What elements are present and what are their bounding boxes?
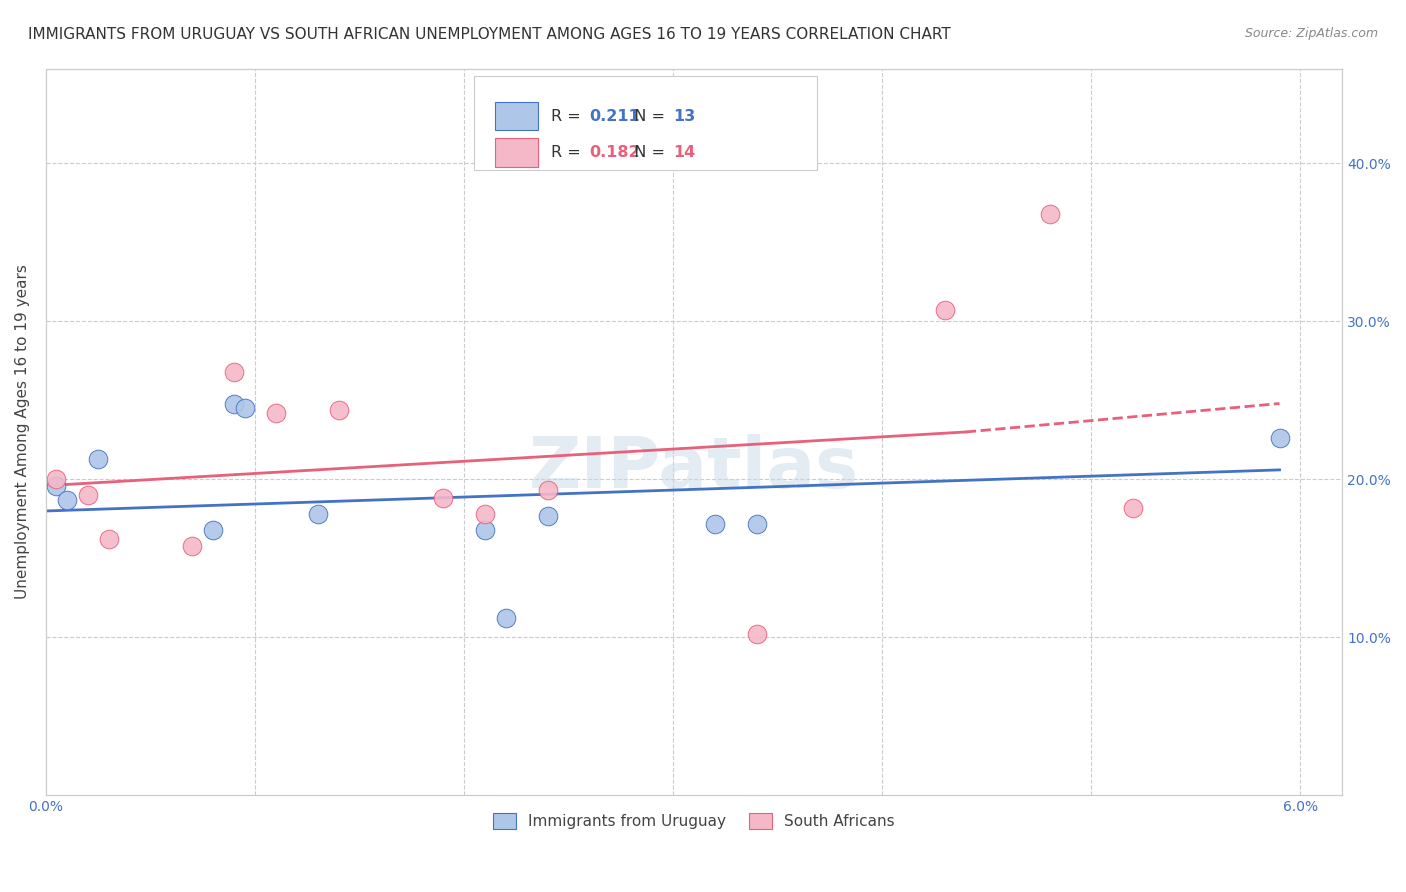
- Point: [1038, 207, 1060, 221]
- Point: [45, 478, 67, 492]
- Legend: Immigrants from Uruguay, South Africans: Immigrants from Uruguay, South Africans: [486, 806, 901, 835]
- Text: 0.182: 0.182: [589, 145, 640, 161]
- Point: [745, 516, 768, 531]
- Point: [97, 533, 120, 547]
- FancyBboxPatch shape: [495, 102, 538, 130]
- Text: R =: R =: [551, 145, 586, 161]
- FancyBboxPatch shape: [474, 76, 817, 170]
- Point: [307, 507, 329, 521]
- Text: 0.211: 0.211: [589, 109, 640, 124]
- Y-axis label: Unemployment Among Ages 16 to 19 years: Unemployment Among Ages 16 to 19 years: [15, 265, 30, 599]
- Point: [233, 401, 256, 416]
- Point: [328, 402, 350, 417]
- Point: [537, 508, 560, 523]
- Point: [934, 303, 956, 318]
- Text: IMMIGRANTS FROM URUGUAY VS SOUTH AFRICAN UNEMPLOYMENT AMONG AGES 16 TO 19 YEARS : IMMIGRANTS FROM URUGUAY VS SOUTH AFRICAN…: [28, 27, 950, 42]
- Text: 14: 14: [673, 145, 696, 161]
- Point: [704, 516, 727, 531]
- Point: [56, 492, 79, 507]
- Text: Source: ZipAtlas.com: Source: ZipAtlas.com: [1244, 27, 1378, 40]
- Point: [224, 396, 246, 410]
- FancyBboxPatch shape: [495, 138, 538, 167]
- Point: [432, 491, 454, 506]
- Point: [745, 627, 768, 641]
- Point: [87, 451, 110, 466]
- Point: [202, 523, 225, 537]
- Point: [264, 406, 287, 420]
- Text: ZIPatlas: ZIPatlas: [529, 434, 859, 503]
- Text: N =: N =: [624, 145, 671, 161]
- Point: [224, 365, 246, 379]
- Point: [537, 483, 560, 498]
- Point: [76, 488, 98, 502]
- Point: [45, 472, 67, 486]
- Point: [474, 507, 496, 521]
- Text: N =: N =: [624, 109, 671, 124]
- Point: [1268, 431, 1291, 445]
- Point: [495, 611, 517, 625]
- Point: [1122, 500, 1144, 515]
- Text: R =: R =: [551, 109, 586, 124]
- Point: [474, 523, 496, 537]
- Point: [181, 539, 204, 553]
- Text: 13: 13: [673, 109, 696, 124]
